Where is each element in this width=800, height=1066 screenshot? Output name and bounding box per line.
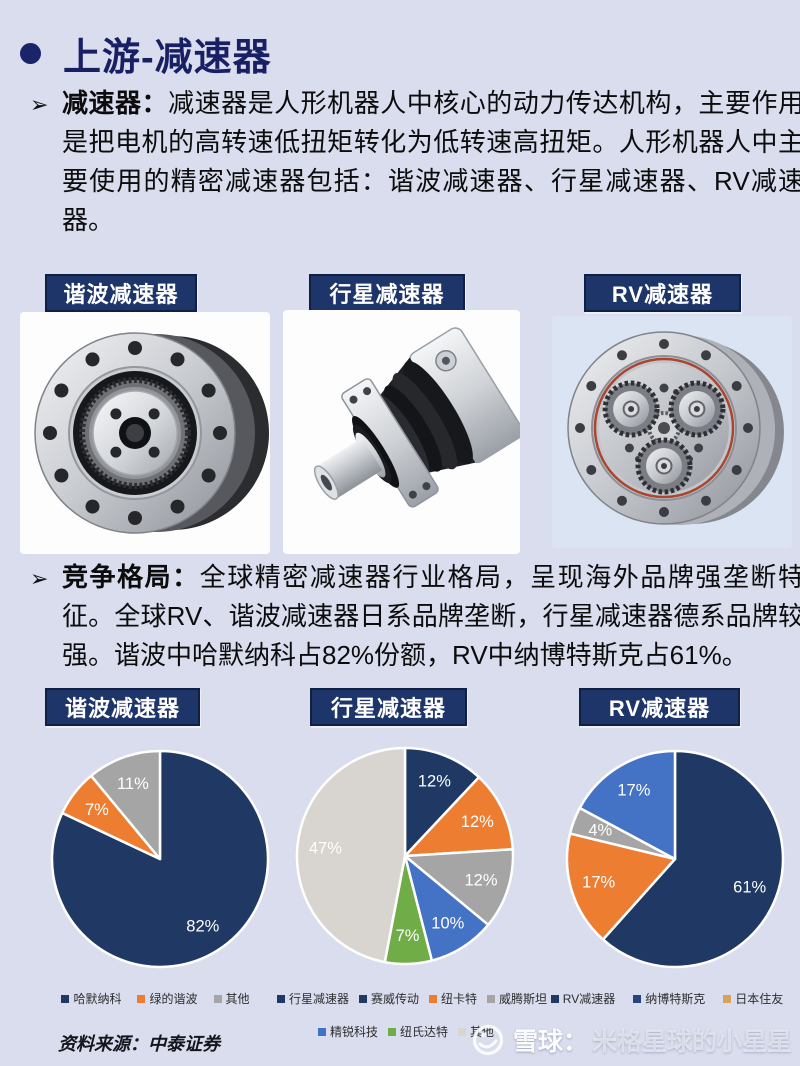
legend-label: 纽氏达特: [399, 1025, 448, 1039]
competition-text: 全球精密减速器行业格局，呈现海外品牌强垄断特征。全球RV、谐波减速器日系品牌垄断…: [62, 562, 800, 670]
legend-marker-icon: [61, 995, 70, 1003]
pie-slice: [89, 749, 162, 861]
legend-item: RV减速器: [550, 989, 616, 1009]
legend-item: 赛威传动: [359, 989, 419, 1009]
pie-data-label: 82%: [186, 918, 219, 936]
legend-label: RV减速器: [562, 992, 616, 1006]
legend-marker-icon: [723, 995, 732, 1003]
source-note: 资料来源：中泰证券: [58, 1034, 220, 1054]
intro-lead: 减速器：: [62, 88, 169, 118]
harmonic-pie-legend: 哈默纳科 绿的谐波 其他: [28, 989, 283, 1022]
legend-marker-icon: [633, 995, 642, 1003]
legend-label: 绿的谐波: [149, 992, 198, 1006]
legend-label: 纽卡特: [441, 992, 478, 1006]
pie-data-label: 11%: [117, 775, 149, 793]
arrow-bullet-icon: ➢: [30, 566, 49, 591]
legend-item: 绿的谐波: [137, 989, 198, 1009]
legend-item: 纽氏达特: [387, 1022, 448, 1042]
harmonic-reducer-photo: [20, 312, 270, 554]
legend-label: 纳博特斯克: [645, 992, 706, 1006]
harmonic-market-share-pie: 82% 7% 11%: [50, 749, 270, 969]
chart-label-planetary: 行星减速器: [310, 688, 467, 726]
intro-paragraph: ➢ 减速器：减速器是人形机器人中核心的动力传达机构，主要作用是把电机的高转速低扭矩…: [30, 84, 800, 240]
intro-text: 减速器是人形机器人中核心的动力传达机构，主要作用是把电机的高转速低扭矩转化为低转…: [62, 88, 800, 235]
legend-item: 精锐科技: [317, 1022, 378, 1042]
pie-data-label: 7%: [85, 801, 109, 819]
legend-label: 精锐科技: [329, 1025, 378, 1039]
pie-slice: [403, 746, 481, 858]
legend-item: 纽卡特: [429, 989, 477, 1009]
product-label-rv: RV减速器: [584, 274, 741, 312]
xueqiu-logo-icon: [472, 1024, 504, 1056]
legend-row: 哈默纳科 绿的谐波 其他: [28, 989, 283, 1009]
legend-item: 纳博特斯克: [633, 989, 705, 1009]
watermark: 雪球： 米格星球的小星星: [471, 1022, 792, 1058]
chart-label-rv: RV减速器: [579, 688, 740, 726]
pie-data-label: 10%: [431, 915, 464, 933]
page-header: 上游-减速器: [20, 26, 272, 81]
pie-data-label: 12%: [461, 813, 494, 831]
product-label-planetary: 行星减速器: [309, 274, 465, 312]
competition-lead: 竞争格局：: [62, 562, 200, 592]
pie-slice: [601, 749, 785, 969]
legend-row: 行星减速器 赛威传动 纽卡特 威腾斯坦: [272, 989, 547, 1009]
arrow-bullet-icon: ➢: [30, 92, 49, 117]
planetary-pie-legend: 行星减速器 赛威传动 纽卡特 威腾斯坦 精锐科技 纽氏达特 其他: [272, 989, 547, 1055]
legend-marker-icon: [359, 995, 368, 1003]
pie-data-label: 12%: [464, 872, 497, 890]
chart-label-harmonic: 谐波减速器: [45, 688, 200, 726]
legend-marker-icon: [213, 995, 222, 1003]
pie-slice: [403, 776, 515, 858]
pie-data-label: 12%: [418, 773, 451, 791]
legend-marker-icon: [277, 995, 285, 1003]
rv-reducer-photo: [552, 316, 792, 548]
legend-label: 威腾斯坦: [499, 992, 548, 1006]
pie-slice: [403, 847, 515, 927]
legend-label: 日本住友: [735, 992, 784, 1006]
pie-slice: [295, 746, 407, 964]
legend-label: 行星减速器: [289, 992, 350, 1006]
bullet-dot-icon: [20, 43, 41, 64]
rv-market-share-pie: 61% 17% 4% 17%: [565, 749, 785, 969]
legend-item: 威腾斯坦: [487, 989, 547, 1009]
legend-item: 其他: [213, 989, 250, 1009]
rv-pie-legend: RV减速器 纳博特斯克 日本住友: [538, 989, 796, 1022]
watermark-user: 米格星球的小星星: [591, 1028, 792, 1056]
pie-data-label: 4%: [588, 822, 612, 840]
legend-label: 其他: [225, 992, 250, 1006]
watermark-site: 雪球：: [512, 1028, 588, 1056]
legend-item: 哈默纳科: [61, 989, 121, 1009]
legend-marker-icon: [387, 1028, 396, 1036]
legend-marker-icon: [137, 995, 146, 1003]
page-title: 上游-减速器: [63, 37, 272, 79]
pie-data-label: 17%: [582, 874, 615, 892]
planetary-reducer-photo: [283, 310, 520, 554]
pie-slice: [565, 832, 677, 941]
planetary-market-share-pie: 12% 12% 12% 10% 7% 47%: [295, 746, 515, 966]
legend-item: 行星减速器: [277, 989, 349, 1009]
legend-marker-icon: [487, 995, 496, 1003]
legend-marker-icon: [458, 1028, 466, 1036]
pie-data-label: 47%: [309, 840, 342, 858]
pie-data-label: 61%: [733, 879, 766, 897]
competition-paragraph: ➢ 竞争格局：全球精密减速器行业格局，呈现海外品牌强垄断特征。全球RV、谐波减速器…: [30, 558, 800, 675]
pie-data-label: 7%: [396, 927, 420, 945]
pie-data-label: 17%: [617, 781, 650, 799]
legend-marker-icon: [429, 995, 438, 1003]
legend-item: 日本住友: [723, 989, 783, 1009]
product-label-harmonic: 谐波减速器: [45, 274, 197, 312]
legend-marker-icon: [550, 995, 559, 1003]
legend-label: 赛威传动: [371, 992, 420, 1006]
pie-slice: [578, 749, 677, 861]
legend-row: RV减速器 纳博特斯克 日本住友: [538, 989, 796, 1009]
legend-label: 哈默纳科: [73, 992, 122, 1006]
legend-marker-icon: [317, 1028, 326, 1036]
